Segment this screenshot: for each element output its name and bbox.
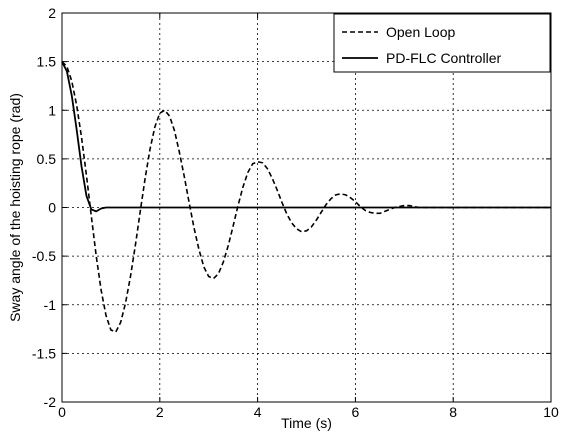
y-tick-label: -2 (44, 394, 57, 410)
legend: Open Loop PD-FLC Controller (333, 13, 551, 73)
y-tick-label: -1 (44, 297, 57, 313)
y-tick-label: -1.5 (32, 345, 56, 361)
series-layer (61, 61, 551, 333)
legend-label: Open Loop (386, 24, 455, 40)
y-tick-label: 0 (48, 200, 56, 216)
x-axis-label: Time (s) (281, 415, 332, 431)
x-tick-label: 2 (156, 404, 164, 420)
x-tick-label: 8 (449, 404, 457, 420)
x-tick-label: 4 (254, 404, 262, 420)
y-tick-label: -0.5 (32, 248, 56, 264)
y-axis-label: Sway angle of the hoisting rope (rad) (7, 93, 23, 322)
series-1 (61, 61, 551, 213)
ticks: 0 2 4 6 8 10 -2 -1.5 -1 -0.5 0 0.5 1 1.5 2 (32, 5, 559, 420)
x-tick-label: 10 (543, 404, 559, 420)
y-tick-label: 1 (48, 102, 56, 118)
series-line (61, 61, 551, 333)
y-tick-label: 0.5 (37, 151, 57, 167)
legend-label: PD-FLC Controller (386, 50, 501, 66)
y-tick-label: 1.5 (37, 54, 57, 70)
x-tick-label: 6 (352, 404, 360, 420)
series-line (61, 61, 551, 213)
x-tick-label: 0 (58, 404, 66, 420)
series-0 (61, 61, 551, 333)
y-tick-label: 2 (48, 5, 56, 21)
legend-box (333, 13, 551, 73)
